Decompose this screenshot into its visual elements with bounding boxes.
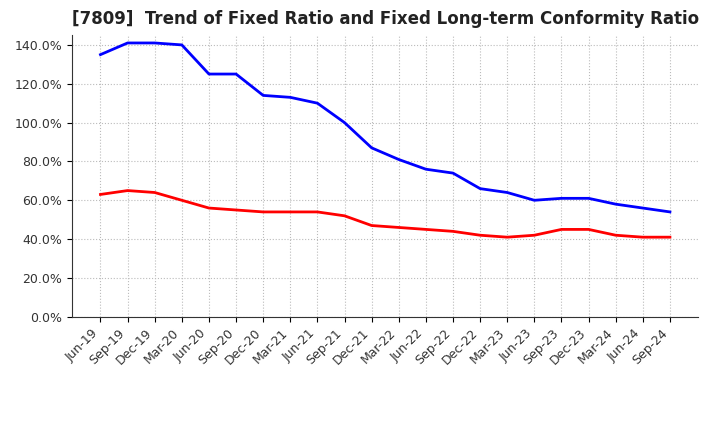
- Fixed Long-term Conformity Ratio: [611, 233, 620, 238]
- Fixed Long-term Conformity Ratio: [421, 227, 430, 232]
- Fixed Long-term Conformity Ratio: [341, 213, 349, 218]
- Fixed Long-term Conformity Ratio: [96, 192, 105, 197]
- Fixed Ratio: [178, 42, 186, 48]
- Fixed Long-term Conformity Ratio: [367, 223, 376, 228]
- Fixed Long-term Conformity Ratio: [232, 207, 240, 213]
- Fixed Ratio: [259, 93, 268, 98]
- Fixed Ratio: [584, 196, 593, 201]
- Fixed Long-term Conformity Ratio: [150, 190, 159, 195]
- Fixed Long-term Conformity Ratio: [557, 227, 566, 232]
- Line: Fixed Ratio: Fixed Ratio: [101, 43, 670, 212]
- Fixed Long-term Conformity Ratio: [204, 205, 213, 211]
- Fixed Ratio: [123, 40, 132, 46]
- Fixed Ratio: [96, 52, 105, 57]
- Fixed Long-term Conformity Ratio: [584, 227, 593, 232]
- Fixed Long-term Conformity Ratio: [530, 233, 539, 238]
- Fixed Ratio: [665, 209, 674, 215]
- Fixed Ratio: [449, 170, 457, 176]
- Fixed Ratio: [286, 95, 294, 100]
- Fixed Long-term Conformity Ratio: [449, 229, 457, 234]
- Fixed Ratio: [313, 100, 322, 106]
- Fixed Long-term Conformity Ratio: [665, 235, 674, 240]
- Fixed Ratio: [204, 71, 213, 77]
- Fixed Ratio: [557, 196, 566, 201]
- Fixed Long-term Conformity Ratio: [286, 209, 294, 215]
- Fixed Ratio: [611, 202, 620, 207]
- Fixed Ratio: [395, 157, 403, 162]
- Fixed Ratio: [503, 190, 511, 195]
- Fixed Ratio: [150, 40, 159, 46]
- Line: Fixed Long-term Conformity Ratio: Fixed Long-term Conformity Ratio: [101, 191, 670, 237]
- Title: [7809]  Trend of Fixed Ratio and Fixed Long-term Conformity Ratio: [7809] Trend of Fixed Ratio and Fixed Lo…: [71, 10, 699, 28]
- Fixed Ratio: [367, 145, 376, 150]
- Fixed Long-term Conformity Ratio: [639, 235, 647, 240]
- Fixed Ratio: [421, 167, 430, 172]
- Fixed Ratio: [530, 198, 539, 203]
- Fixed Ratio: [341, 120, 349, 125]
- Fixed Long-term Conformity Ratio: [395, 225, 403, 230]
- Fixed Long-term Conformity Ratio: [503, 235, 511, 240]
- Fixed Long-term Conformity Ratio: [178, 198, 186, 203]
- Fixed Ratio: [232, 71, 240, 77]
- Fixed Long-term Conformity Ratio: [123, 188, 132, 193]
- Fixed Ratio: [639, 205, 647, 211]
- Fixed Long-term Conformity Ratio: [259, 209, 268, 215]
- Fixed Long-term Conformity Ratio: [476, 233, 485, 238]
- Fixed Ratio: [476, 186, 485, 191]
- Fixed Long-term Conformity Ratio: [313, 209, 322, 215]
